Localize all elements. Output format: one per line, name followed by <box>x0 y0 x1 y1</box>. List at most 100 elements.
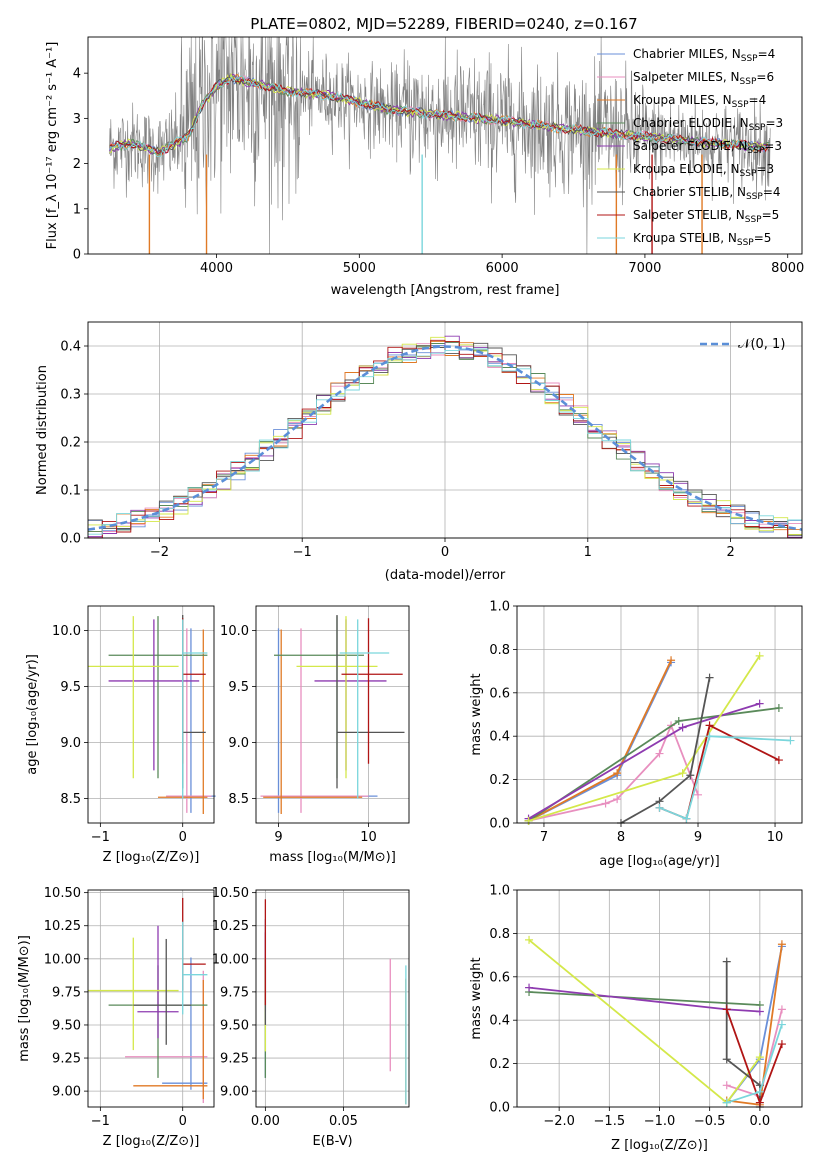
point-marker-chabrier_stelib <box>722 957 731 966</box>
point-marker-kroupa_stelib <box>786 736 795 745</box>
massweight_vs_Z-axes: −2.0 −1.5 −1.0 −0.5 0.0 0.0 0.2 0.4 0.6 0.8 1.0 Z [… <box>489 884 802 1153</box>
legend-label-sub: SSP <box>745 215 762 225</box>
legend-label-value: =5 <box>762 208 780 222</box>
y-tick-label: 1.0 <box>489 884 510 899</box>
point-marker-salpeter_stelib <box>777 1040 786 1049</box>
x-tick-label: 9 <box>274 830 282 845</box>
x-axis-label: Z [log₁₀(Z/Z⊙)] <box>611 1138 708 1153</box>
y-tick-label: 0.0 <box>489 1101 510 1116</box>
x-tick-label: −1 <box>91 830 110 845</box>
age_vs_Z-axes: −1 0 8.5 9.0 9.5 10.0 Z [log₁₀(Z/Z⊙)] <box>52 606 214 865</box>
model-line-kroupa_stelib <box>109 75 770 158</box>
y-tick-label: 8.5 <box>60 792 81 807</box>
mass_vs_Z-frame <box>87 889 215 1108</box>
x-tick-label: 6000 <box>486 261 519 276</box>
x-tick-label: 0 <box>441 545 449 560</box>
model-line-chabrier_stelib <box>109 76 770 154</box>
x-tick-label: −0.5 <box>694 1114 726 1129</box>
legend-label-text: Kroupa MILES, N <box>633 93 732 107</box>
point-marker-salpeter_miles <box>601 799 610 808</box>
x-tick-label: 8 <box>617 830 625 845</box>
x-tick-label: 8000 <box>771 261 804 276</box>
x-tick-label: 0.0 <box>750 1114 771 1129</box>
x-tick-label: −1.0 <box>644 1114 676 1129</box>
y-tick-label: 10.0 <box>52 624 81 639</box>
point-marker-kroupa_elodie <box>755 651 764 660</box>
age_vs_mass-axes: 9 10 8.5 9.0 9.5 10.0 mass [log₁₀(M/M⊙)] <box>220 606 409 865</box>
y-tick-label: 0.0 <box>489 817 510 832</box>
histogram-kroupa_stelib <box>88 348 802 535</box>
x-tick-label: 2 <box>726 545 734 560</box>
y-tick-label: 1 <box>73 202 81 217</box>
massweight_vs_Z-frame <box>516 889 803 1108</box>
point-marker-salpeter_miles <box>777 1005 786 1014</box>
y-axis-label: mass [log₁₀(M/M⊙)] <box>17 935 32 1062</box>
point-marker-chabrier_elodie <box>674 717 683 726</box>
legend-label-value: =3 <box>756 162 774 176</box>
x-tick-label: 0 <box>179 830 187 845</box>
point-marker-salpeter_stelib <box>755 1098 764 1107</box>
y-tick-label: 0.6 <box>489 686 510 701</box>
x-tick-label: 10 <box>360 830 377 845</box>
point-marker-chabrier_stelib <box>705 673 714 682</box>
series-line-chabrier_stelib <box>620 677 711 824</box>
age_vs_Z-frame <box>87 605 215 824</box>
point-marker-kroupa_stelib <box>655 803 664 812</box>
legend-label: Chabrier MILES, NSSP=4 <box>633 47 775 64</box>
point-marker-kroupa_miles <box>777 940 786 949</box>
y-tick-label: 9.5 <box>228 680 249 695</box>
x-tick-label: −2.0 <box>543 1114 575 1129</box>
legend-label-sub: SSP <box>740 77 757 87</box>
point-marker-chabrier_stelib <box>686 771 695 780</box>
y-axis-label: Normed distribution <box>35 365 50 495</box>
y-tick-label: 4 <box>73 67 81 82</box>
x-axis-label: age [log₁₀(age/yr)] <box>599 854 720 869</box>
mass_vs_ebv-axes: 0.00 0.05 9.00 9.25 9.50 9.75 10.00 10.25 10.50 E… <box>212 886 409 1149</box>
mass_vs_Z-axes: −1 0 9.00 9.25 9.50 9.75 10.00 10.25 10.50 Z [log… <box>44 886 214 1149</box>
point-marker-salpeter_stelib <box>722 1005 731 1014</box>
x-tick-label: 5000 <box>343 261 376 276</box>
y-tick-label: 10.0 <box>220 624 249 639</box>
point-marker-salpeter_stelib <box>705 721 714 730</box>
x-tick-label: −1.5 <box>594 1114 626 1129</box>
legend-label-text: Kroupa ELODIE, N <box>633 162 740 176</box>
x-tick-label: 4000 <box>200 261 233 276</box>
legend-label-sub: SSP <box>732 100 749 110</box>
y-tick-label: 10.25 <box>212 919 249 934</box>
residuals-frame <box>87 321 803 539</box>
point-marker-kroupa_elodie <box>755 1053 764 1062</box>
series-line-chabrier_elodie <box>528 991 760 1006</box>
y-tick-label: 0 <box>73 248 81 263</box>
series-line-kroupa_stelib <box>659 735 791 820</box>
massweight_vs_age-axes: 7 8 9 10 0.0 0.2 0.4 0.6 0.8 1.0 age [log₁₀(age/yr… <box>489 600 802 869</box>
legend-label: Kroupa STELIB, NSSP=5 <box>633 231 771 248</box>
y-tick-label: 9.50 <box>52 1018 81 1033</box>
y-tick-label: 0.4 <box>489 730 510 745</box>
legend-label-sub: SSP <box>737 238 754 248</box>
legend-label-text: Chabrier ELODIE, N <box>633 116 749 130</box>
point-marker-salpeter_stelib <box>774 756 783 765</box>
x-tick-label: 0.05 <box>329 1114 358 1129</box>
point-marker-kroupa_stelib <box>755 1087 764 1096</box>
y-tick-label: 0.3 <box>60 388 81 403</box>
y-tick-label: 0.4 <box>489 1014 510 1029</box>
x-tick-label: 7 <box>540 830 548 845</box>
spectrum-frame <box>87 36 803 255</box>
y-tick-label: 9.00 <box>52 1085 81 1100</box>
legend-label-value: =4 <box>749 93 767 107</box>
point-marker-salpeter_elodie <box>755 699 764 708</box>
legend-label-value: =3 <box>765 116 783 130</box>
legend-label-value: =5 <box>754 231 772 245</box>
y-axis-label: mass weight <box>469 673 484 755</box>
point-marker-kroupa_stelib <box>682 814 691 823</box>
point-marker-kroupa_miles <box>667 656 676 665</box>
point-marker-salpeter_elodie <box>525 983 534 992</box>
histogram-salpeter_stelib <box>88 339 802 539</box>
y-tick-label: 10.00 <box>44 952 81 967</box>
legend-label: Kroupa ELODIE, NSSP=3 <box>633 162 774 179</box>
series-line-chabrier_miles <box>725 946 783 1104</box>
point-marker-chabrier_elodie <box>774 703 783 712</box>
y-axis-label: mass weight <box>469 957 484 1039</box>
legend-label-sub: SSP <box>747 146 764 156</box>
